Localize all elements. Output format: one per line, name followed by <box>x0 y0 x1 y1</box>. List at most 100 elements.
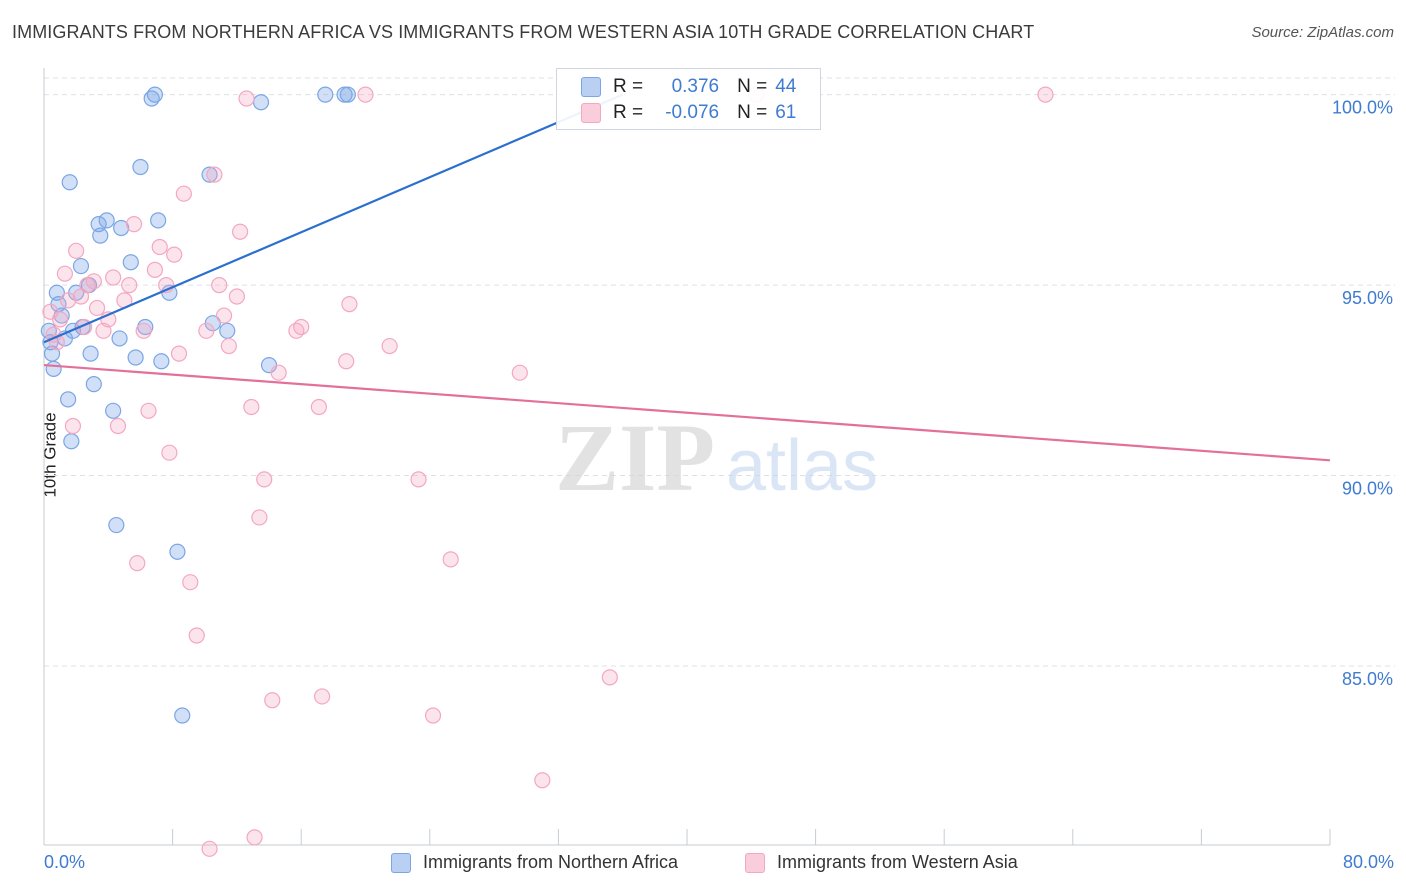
data-point <box>151 238 168 256</box>
trend-line-1 <box>43 363 1331 462</box>
stat-row-blue: R = 0.376 N = 44 <box>557 74 796 100</box>
data-point <box>150 212 167 229</box>
y-tick-label: 95.0% <box>1342 288 1393 308</box>
data-point <box>153 353 170 370</box>
data-point <box>121 277 138 294</box>
data-point <box>201 166 218 183</box>
data-point <box>215 307 233 324</box>
y-tick-label: 100.0% <box>1332 98 1393 118</box>
bottom-legend: Immigrants from Northern Africa Immigran… <box>0 852 1406 878</box>
r-value: 0.376 <box>671 76 720 97</box>
legend-item-northern-africa[interactable]: Immigrants from Northern Africa <box>391 852 678 873</box>
data-point <box>129 555 146 572</box>
data-point <box>111 330 128 347</box>
axes <box>43 68 1331 846</box>
data-point <box>198 322 215 339</box>
series-points-1 <box>42 86 1054 857</box>
trend-lines <box>43 93 1331 462</box>
data-points <box>40 86 1054 857</box>
legend-swatch-blue <box>391 852 411 873</box>
data-point <box>109 417 127 435</box>
data-point <box>146 86 164 103</box>
data-point <box>251 509 268 526</box>
data-point <box>211 277 228 294</box>
data-point <box>166 246 183 263</box>
x-tick-label-max: 80.0% <box>1342 852 1394 872</box>
data-point <box>264 692 281 709</box>
data-point <box>182 574 199 591</box>
data-point <box>122 254 139 271</box>
data-point <box>442 551 459 568</box>
data-point <box>243 398 260 416</box>
data-point <box>339 86 356 103</box>
data-point <box>201 840 218 857</box>
data-point <box>45 360 62 377</box>
data-point <box>135 322 152 339</box>
data-point <box>51 311 69 328</box>
n-label: N = <box>737 76 768 97</box>
r-label: R = <box>613 76 644 97</box>
data-point <box>56 265 73 282</box>
data-point <box>252 94 270 111</box>
legend-label: Immigrants from Western Asia <box>777 852 1018 872</box>
watermark: ZIP atlas <box>555 404 878 511</box>
legend-label: Immigrants from Northern Africa <box>423 852 679 872</box>
data-point <box>161 444 178 461</box>
data-point <box>132 158 149 176</box>
data-point <box>293 318 310 336</box>
data-point <box>410 471 427 488</box>
data-point <box>601 669 618 686</box>
data-point <box>175 185 192 202</box>
data-point <box>228 288 245 305</box>
data-point <box>424 707 442 724</box>
data-point <box>108 516 125 534</box>
watermark-zip: ZIP <box>555 404 715 511</box>
data-point <box>146 261 164 278</box>
data-point <box>238 90 255 107</box>
y-tick-label: 85.0% <box>1342 669 1393 689</box>
correlation-legend: R = 0.376 N = 44 R = -0.076 N = 61 <box>556 68 821 130</box>
y-tick-labels: 85.0% 90.0% 95.0% 100.0% <box>1332 98 1393 689</box>
data-point <box>188 627 205 644</box>
data-point <box>220 337 237 355</box>
stat-row-pink: R = -0.076 N = 61 <box>557 100 796 126</box>
legend-swatch-pink <box>745 852 765 873</box>
data-point <box>68 242 85 259</box>
data-point <box>338 353 355 370</box>
x-tick-label-min: 0.0% <box>44 852 86 872</box>
chart-title: IMMIGRANTS FROM NORTHERN AFRICA VS IMMIG… <box>12 22 1035 42</box>
n-value: 44 <box>775 76 797 97</box>
data-point <box>125 216 143 233</box>
data-point <box>170 345 188 362</box>
y-tick-label: 90.0% <box>1342 479 1393 499</box>
data-point <box>105 402 122 419</box>
data-point <box>85 376 102 393</box>
data-point <box>98 212 115 229</box>
data-point <box>60 292 77 309</box>
data-point <box>511 364 528 381</box>
data-point <box>92 227 109 244</box>
r-value: -0.076 <box>665 102 720 123</box>
data-point <box>113 219 130 237</box>
data-point <box>246 829 263 846</box>
data-point <box>357 86 374 103</box>
series-points-0 <box>40 86 356 724</box>
data-point <box>88 299 106 317</box>
legend-item-western-asia[interactable]: Immigrants from Western Asia <box>745 852 1018 873</box>
data-point <box>82 345 99 362</box>
gridlines <box>44 77 1395 667</box>
data-point <box>232 223 249 240</box>
data-point <box>174 707 191 724</box>
data-point <box>270 364 287 381</box>
data-point <box>85 273 102 290</box>
data-point <box>63 433 80 450</box>
stat-swatch-blue <box>581 77 601 97</box>
data-point <box>61 174 78 191</box>
data-point <box>534 772 551 789</box>
data-point <box>64 417 82 435</box>
data-point <box>169 543 186 560</box>
data-point <box>256 471 273 488</box>
watermark-atlas: atlas <box>726 426 878 506</box>
data-point <box>206 166 223 183</box>
